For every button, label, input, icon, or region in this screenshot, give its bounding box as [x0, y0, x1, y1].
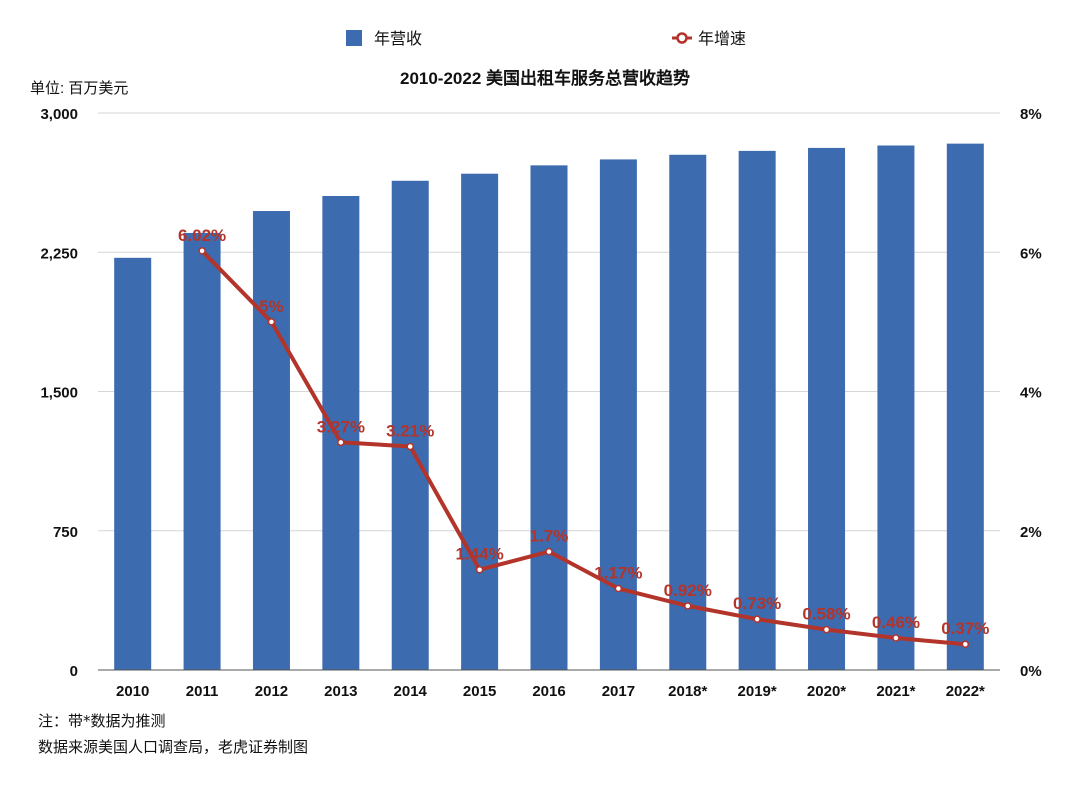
- bar: [114, 257, 152, 670]
- x-axis-tick-label: 2018*: [668, 683, 707, 700]
- bar: [738, 150, 776, 671]
- bar: [252, 211, 290, 671]
- growth-point: [614, 584, 623, 593]
- growth-data-label: 3.27%: [317, 417, 365, 436]
- growth-point: [545, 547, 553, 556]
- growth-point: [267, 318, 276, 326]
- bar: [183, 232, 221, 670]
- x-axis-tick-label: 2019*: [738, 683, 777, 700]
- bar: [391, 180, 429, 671]
- bar: [322, 195, 360, 671]
- bar-series: [114, 143, 984, 671]
- left-axis-tick-label: 1,500: [40, 385, 78, 402]
- right-axis-tick-label: 4%: [1020, 385, 1042, 402]
- legend-swatch-line-marker: [676, 32, 688, 44]
- growth-point: [337, 438, 345, 447]
- bar: [461, 173, 499, 670]
- growth-data-label: 0.73%: [733, 594, 781, 613]
- legend: 年营收 年增速: [346, 30, 746, 48]
- right-axis-tick-labels: 0% 2% 4% 6% 8%: [1020, 106, 1042, 680]
- x-axis-tick-label: 2015: [463, 683, 496, 700]
- growth-point: [406, 442, 414, 451]
- legend-label-line: 年增速: [698, 30, 746, 48]
- growth-data-label: 3.21%: [386, 422, 434, 441]
- x-axis-tick-label: 2012: [255, 683, 288, 700]
- growth-data-label: 0.92%: [664, 581, 712, 600]
- bar: [877, 145, 915, 670]
- right-axis-tick-label: 8%: [1020, 106, 1042, 123]
- left-axis-tick-label: 750: [53, 524, 78, 541]
- line-series: [198, 247, 970, 648]
- x-axis-tick-label: 2020*: [807, 683, 846, 700]
- right-axis-tick-label: 2%: [1020, 524, 1042, 541]
- x-axis-tick-label: 2022*: [946, 683, 985, 700]
- growth-data-label: 5%: [259, 297, 284, 316]
- left-axis-tick-label: 0: [70, 663, 78, 680]
- growth-data-label: 0.46%: [872, 613, 920, 632]
- growth-point: [684, 602, 692, 610]
- growth-data-label: 1.44%: [456, 545, 504, 564]
- growth-data-label: 1.17%: [594, 564, 642, 583]
- x-axis-tick-label: 2011: [186, 683, 219, 700]
- growth-data-label: 0.58%: [802, 605, 850, 624]
- growth-point: [892, 634, 900, 642]
- right-axis-tick-label: 0%: [1020, 663, 1042, 680]
- growth-point: [198, 247, 206, 255]
- x-axis-tick-label: 2016: [532, 683, 565, 700]
- line-data-labels: 6.02% 5% 3.27% 3.21% 1.44% 1.7% 1.17% 0.92% 0.73…: [178, 226, 989, 638]
- footnote-source: 数据来源美国人口调查局，老虎证券制图: [38, 738, 309, 756]
- growth-data-label: 1.7%: [530, 527, 569, 546]
- legend-label-bar: 年营收: [374, 30, 422, 48]
- x-axis-tick-label: 2014: [394, 683, 428, 700]
- chart-title: 2010-2022 美国出租车服务总营收趋势: [400, 68, 690, 88]
- growth-data-label: 6.02%: [178, 226, 226, 245]
- x-axis-tick-label: 2021*: [876, 683, 915, 700]
- bar: [530, 165, 568, 670]
- left-axis-tick-labels: 0 750 1,500 2,250 3,000: [40, 106, 78, 680]
- growth-point: [753, 615, 761, 623]
- left-axis-tick-label: 3,000: [40, 106, 78, 123]
- x-axis-tick-label: 2017: [602, 683, 635, 700]
- x-axis-tick-label: 2013: [324, 683, 357, 700]
- bar: [808, 147, 846, 670]
- growth-line: [200, 249, 966, 647]
- growth-point: [822, 625, 831, 634]
- left-axis-tick-label: 2,250: [40, 245, 78, 262]
- bar: [669, 154, 707, 670]
- x-axis-tick-labels: 2010 2011 2012 2013 2014 2015 2016 2017 2018* 201…: [116, 683, 985, 700]
- footnote-projection: 注：带*数据为推测: [38, 712, 166, 730]
- growth-point: [961, 640, 970, 648]
- bar: [946, 143, 984, 670]
- right-axis-tick-label: 6%: [1020, 245, 1042, 262]
- growth-data-label: 0.37%: [941, 619, 989, 638]
- growth-point: [475, 565, 484, 574]
- x-axis-tick-label: 2010: [116, 683, 149, 700]
- legend-swatch-bar: [346, 30, 362, 46]
- y-axis-unit-label: 单位: 百万美元: [30, 80, 128, 97]
